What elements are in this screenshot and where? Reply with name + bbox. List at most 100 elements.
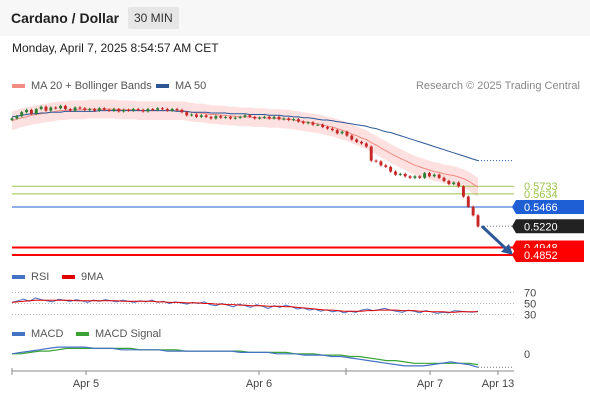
candle-body — [306, 122, 310, 124]
candle — [54, 106, 58, 110]
candle-body — [199, 115, 203, 117]
candle — [185, 111, 189, 117]
candle-body — [151, 109, 155, 111]
candle — [437, 173, 441, 179]
candle-body — [471, 206, 475, 216]
candle-body — [204, 115, 208, 117]
candle-body — [141, 109, 145, 112]
candle-body — [44, 106, 48, 111]
candle-body — [272, 116, 276, 119]
candle — [25, 108, 29, 114]
candle-body — [277, 116, 281, 120]
candle — [127, 108, 130, 112]
candle-body — [156, 108, 160, 110]
candle — [292, 118, 295, 122]
rsi-line — [11, 297, 479, 314]
rsi-label: RSI — [31, 271, 50, 283]
candle-body — [49, 107, 53, 111]
candle — [350, 134, 354, 141]
candle — [360, 140, 363, 145]
candle-body — [224, 116, 228, 118]
timeframe-button[interactable]: 30 MIN — [128, 7, 179, 29]
candle-body — [131, 109, 135, 111]
candle-body — [258, 117, 262, 119]
forecast-arrow-shaft — [480, 225, 508, 250]
candle — [44, 105, 48, 112]
candle — [59, 104, 62, 110]
candle-body — [282, 118, 286, 120]
candle-body — [418, 176, 422, 178]
ma20-swatch — [12, 84, 25, 89]
ma50-swatch — [156, 84, 169, 89]
candle-body — [63, 105, 67, 110]
candle — [311, 121, 315, 126]
candle — [282, 117, 286, 121]
candle-body — [413, 176, 417, 178]
candle — [34, 107, 38, 115]
candle-body — [267, 116, 271, 119]
level-label-3: 0.5220 — [524, 221, 558, 233]
candle-body — [408, 176, 412, 178]
candle — [122, 108, 126, 113]
bollinger-band — [12, 99, 478, 197]
candle-body — [102, 108, 106, 110]
candle-body — [54, 107, 58, 109]
candle-body — [107, 109, 111, 111]
ma20-label: MA 20 + Bollinger Bands — [31, 80, 152, 92]
level-tag-5 — [512, 248, 584, 263]
candle-body — [238, 116, 242, 118]
candle-body — [248, 115, 252, 117]
level-label-0: 0.5733 — [524, 181, 558, 193]
candle-body — [398, 173, 402, 175]
candle — [151, 107, 155, 112]
level-label-5: 0.4852 — [524, 250, 558, 262]
x-tick-label-1: Apr 6 — [246, 378, 272, 390]
ma50-line — [11, 110, 479, 162]
candle-body — [461, 186, 465, 197]
candle — [219, 114, 223, 119]
legend-rsi: RSI — [12, 271, 49, 283]
rsi-swatch — [12, 275, 25, 280]
candle-body — [29, 109, 33, 114]
candle — [248, 114, 252, 119]
candle-body — [83, 108, 87, 110]
candle — [277, 115, 281, 121]
candle-body — [384, 165, 388, 167]
candle — [83, 107, 87, 112]
candle-body — [117, 109, 121, 112]
candle-body — [93, 109, 96, 111]
candle-body — [170, 109, 174, 111]
candle — [15, 114, 19, 120]
candle — [301, 120, 305, 125]
candle — [442, 176, 446, 183]
level-label-1: 0.5634 — [524, 189, 558, 201]
candle-body — [243, 115, 247, 117]
candle-body — [161, 108, 164, 110]
candle — [39, 105, 43, 111]
level-tag-3 — [512, 219, 584, 234]
candle-body — [262, 116, 266, 118]
candle — [204, 114, 208, 119]
legend-macd-signal: MACD Signal — [76, 328, 161, 340]
candle — [224, 115, 228, 119]
candle-body — [428, 173, 431, 177]
candle — [117, 107, 121, 113]
candle-body — [219, 116, 223, 118]
macd-signal-label: MACD Signal — [95, 328, 162, 340]
candle — [355, 138, 359, 144]
candle — [165, 107, 169, 112]
candle — [112, 107, 116, 112]
candle — [243, 114, 247, 119]
candle-body — [15, 116, 19, 119]
candle — [262, 115, 266, 119]
candle-body — [350, 135, 354, 140]
candle — [258, 116, 262, 120]
candle — [156, 107, 160, 112]
candle-body — [379, 161, 383, 166]
candle-body — [209, 116, 213, 119]
candle-body — [374, 160, 378, 162]
candle-body — [442, 177, 446, 181]
candle-body — [437, 174, 441, 178]
candle-body — [136, 109, 140, 111]
